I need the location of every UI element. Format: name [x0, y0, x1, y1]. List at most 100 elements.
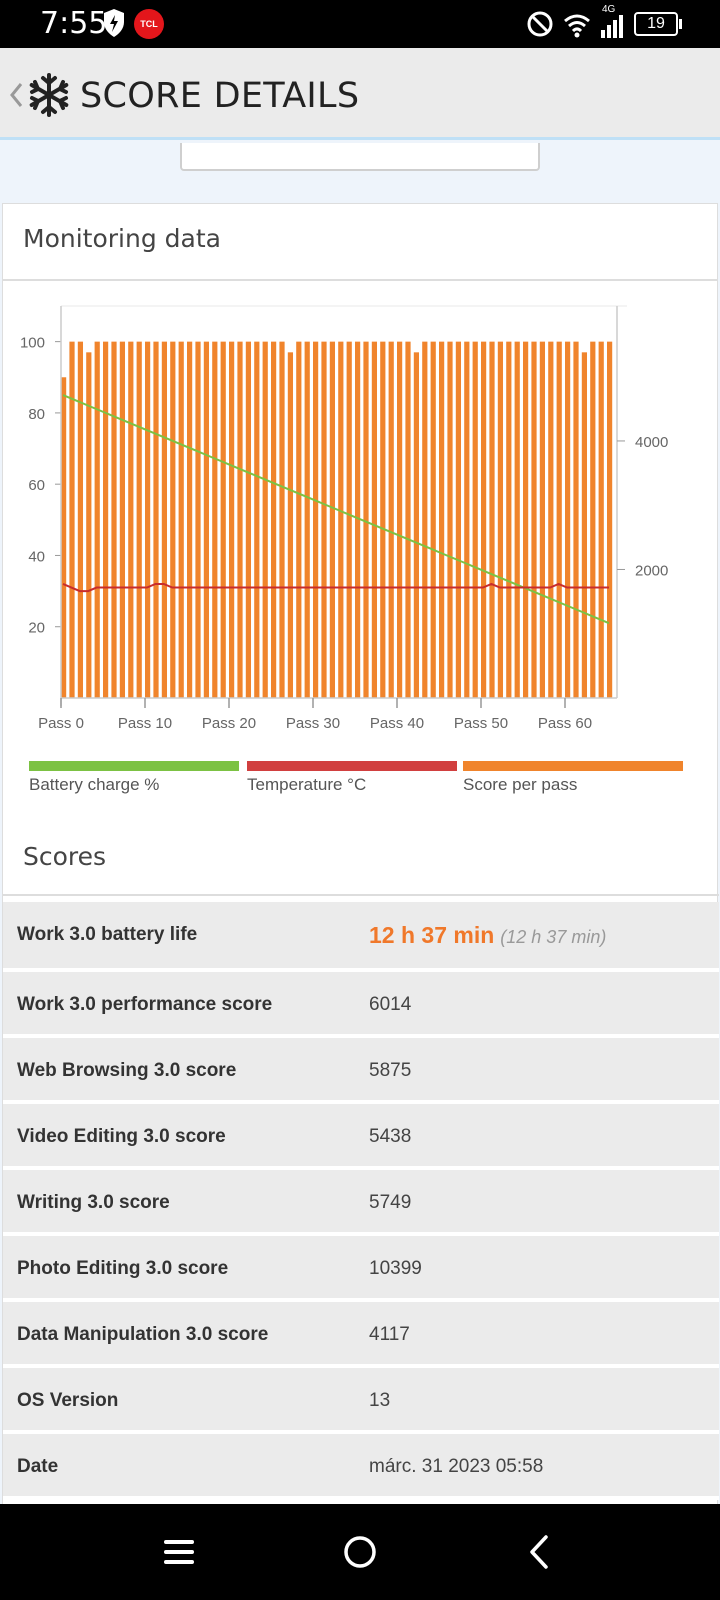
- monitoring-chart: 20 40 60 80 100 2000 4000 Pass 0 Pass 10 Pass 20 P…: [3, 281, 719, 841]
- bar: [355, 341, 361, 698]
- bar: [581, 352, 588, 698]
- monitoring-title: Monitoring data: [23, 224, 221, 253]
- bar: [103, 341, 109, 698]
- bar: [346, 341, 352, 698]
- score-rows: Work 3.0 performance score 6014 Web Browsi…: [3, 972, 719, 1500]
- score-value: 4117: [369, 1324, 410, 1345]
- bar: [506, 341, 512, 698]
- legend-label-battery: Battery charge %: [29, 775, 160, 794]
- content-area[interactable]: Monitoring data 20 40 60 80 100 2000 4000 Pass …: [0, 143, 720, 1504]
- bar: [170, 341, 176, 698]
- bar: [229, 341, 235, 698]
- bar: [119, 341, 126, 698]
- status-bar: 7:55 TCL 4G 19: [0, 0, 720, 48]
- home-icon[interactable]: [343, 1535, 377, 1569]
- y2-tick-label: 4000: [635, 434, 668, 451]
- bar: [565, 341, 571, 698]
- chart-svg: 20 40 60 80 100 2000 4000 Pass 0 Pass 10 Pass 20 P…: [20, 305, 668, 732]
- bar: [304, 341, 310, 698]
- legend-label-temperature: Temperature °C: [247, 775, 367, 794]
- legend-label-score: Score per pass: [463, 775, 578, 794]
- table-row: Video Editing 3.0 score 5438: [3, 1104, 719, 1170]
- bar: [245, 341, 252, 698]
- bar: [548, 341, 554, 698]
- back-icon[interactable]: [528, 1534, 550, 1570]
- monitoring-header: Monitoring data: [3, 204, 717, 281]
- bar: [220, 341, 226, 698]
- y-tick-label: 100: [20, 335, 45, 352]
- bar: [556, 341, 562, 698]
- page-title: SCORE DETAILS: [80, 76, 360, 116]
- y-tick-label: 20: [28, 620, 45, 637]
- score-label: Photo Editing 3.0 score: [17, 1258, 229, 1279]
- bar: [313, 341, 319, 698]
- score-label: OS Version: [17, 1390, 119, 1411]
- bar: [187, 341, 193, 698]
- bar: [69, 341, 75, 698]
- battery-icon: 19: [634, 12, 678, 36]
- y-tick-label: 80: [28, 406, 45, 423]
- x-tick-label: Pass 20: [202, 715, 256, 732]
- divider: [3, 894, 719, 896]
- bar: [598, 341, 604, 698]
- table-row: Writing 3.0 score 5749: [3, 1170, 719, 1236]
- bar: [371, 341, 378, 698]
- legend-swatch-battery: [29, 761, 239, 771]
- bar: [464, 341, 470, 698]
- carrier-badge-label: TCL: [140, 19, 158, 29]
- score-value: 5749: [369, 1192, 412, 1213]
- bar: [153, 341, 159, 698]
- bar: [405, 341, 411, 698]
- bar: [136, 341, 142, 698]
- bar: [489, 341, 495, 698]
- shield-bolt-icon: [104, 9, 124, 37]
- battery-life-value: 12 h 37 min: [369, 922, 495, 948]
- bar: [338, 341, 344, 698]
- battery-life-sub: (12 h 37 min): [500, 927, 607, 947]
- bar: [94, 341, 100, 698]
- network-label: 4G: [602, 4, 616, 15]
- y-tick-label: 60: [28, 477, 45, 494]
- bar: [481, 341, 487, 698]
- x-tick-label: Pass 0: [38, 715, 84, 732]
- scores-title: Scores: [23, 842, 107, 871]
- bar: [607, 341, 613, 698]
- score-value: 6014: [369, 994, 412, 1015]
- score-label: Data Manipulation 3.0 score: [17, 1324, 269, 1345]
- series-line-battery: [62, 394, 610, 625]
- score-value: márc. 31 2023 05:58: [369, 1456, 544, 1477]
- menu-icon[interactable]: [162, 1538, 196, 1566]
- app-bar: SCORE DETAILS: [0, 48, 720, 140]
- score-label: Work 3.0 performance score: [17, 994, 273, 1015]
- bar: [212, 341, 218, 698]
- bar: [86, 352, 92, 698]
- x-tick-label: Pass 50: [454, 715, 508, 732]
- bar: [195, 341, 201, 698]
- battery-tip: [679, 19, 682, 29]
- wifi-icon: [564, 14, 590, 38]
- table-row: Web Browsing 3.0 score 5875: [3, 1038, 719, 1104]
- score-value: 5438: [369, 1126, 412, 1147]
- score-label: Work 3.0 battery life: [17, 924, 198, 945]
- bar: [523, 341, 529, 698]
- bar: [413, 352, 420, 698]
- back-chevron-icon[interactable]: [8, 82, 24, 108]
- bar: [254, 341, 260, 698]
- score-value: 12 h 37 min (12 h 37 min): [369, 922, 606, 949]
- bar: [439, 341, 445, 698]
- bar: [380, 341, 386, 698]
- legend-swatch-temperature: [247, 761, 457, 771]
- bar: [388, 341, 394, 698]
- bar: [455, 341, 462, 698]
- bar: [590, 341, 596, 698]
- do-not-disturb-icon: [527, 11, 553, 37]
- bar: [321, 341, 327, 698]
- nav-bar: [0, 1504, 720, 1600]
- legend-item-score: Score per pass: [463, 761, 683, 795]
- bar: [61, 377, 67, 698]
- table-row: OS Version 13: [3, 1368, 719, 1434]
- score-label: Video Editing 3.0 score: [17, 1126, 226, 1147]
- bar: [237, 341, 243, 698]
- score-value: 10399: [369, 1258, 422, 1279]
- bar: [422, 341, 428, 698]
